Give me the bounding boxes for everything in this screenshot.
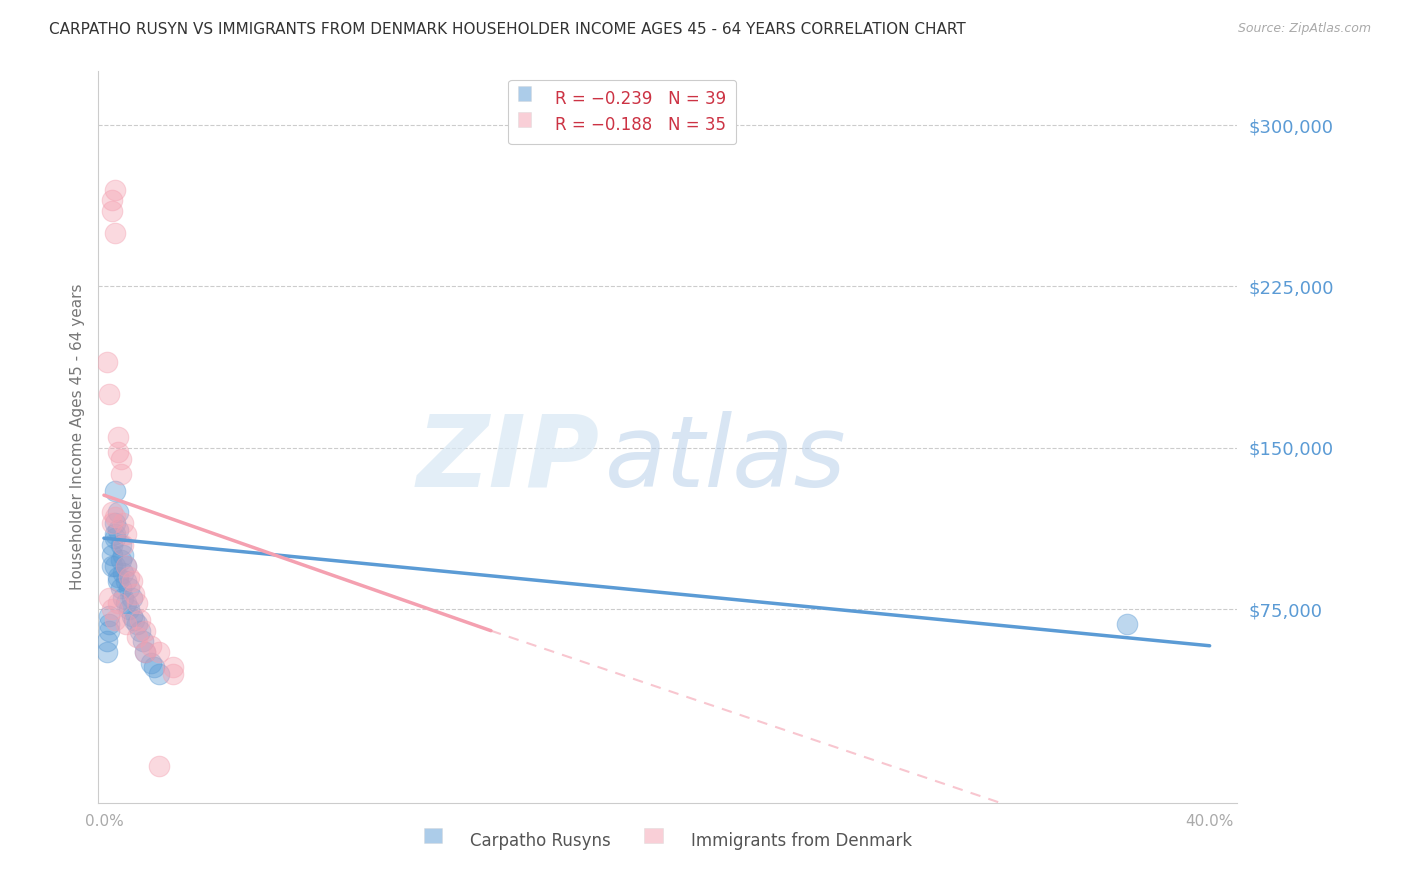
Point bbox=[104, 531, 127, 545]
Point bbox=[134, 624, 156, 638]
Point bbox=[98, 608, 121, 623]
Text: atlas: atlas bbox=[605, 410, 846, 508]
Text: CARPATHO RUSYN VS IMMIGRANTS FROM DENMARK HOUSEHOLDER INCOME AGES 45 - 64 YEARS : CARPATHO RUSYN VS IMMIGRANTS FROM DENMAR… bbox=[49, 22, 966, 37]
Text: Source: ZipAtlas.com: Source: ZipAtlas.com bbox=[1237, 22, 1371, 36]
Point bbox=[112, 516, 135, 530]
Point bbox=[96, 645, 118, 659]
Point bbox=[98, 387, 121, 401]
Point bbox=[148, 666, 170, 681]
Point bbox=[110, 552, 132, 566]
Point bbox=[142, 660, 165, 674]
Point bbox=[127, 596, 149, 610]
Point bbox=[139, 639, 162, 653]
Point bbox=[115, 574, 138, 589]
Point bbox=[115, 617, 138, 632]
Point bbox=[139, 656, 162, 670]
Point bbox=[101, 204, 124, 219]
Point bbox=[107, 430, 129, 444]
Point bbox=[124, 587, 146, 601]
Point bbox=[128, 613, 150, 627]
Point bbox=[115, 527, 138, 541]
Y-axis label: Householder Income Ages 45 - 64 years: Householder Income Ages 45 - 64 years bbox=[69, 284, 84, 591]
Point bbox=[131, 634, 153, 648]
Point bbox=[107, 570, 129, 584]
Point bbox=[162, 660, 184, 674]
Point bbox=[112, 591, 135, 606]
Point bbox=[107, 523, 129, 537]
Point bbox=[112, 538, 135, 552]
Point bbox=[115, 559, 138, 574]
Point bbox=[134, 645, 156, 659]
Point bbox=[101, 549, 124, 563]
Point bbox=[104, 559, 127, 574]
Point bbox=[96, 634, 118, 648]
Point bbox=[96, 355, 118, 369]
Point bbox=[107, 596, 129, 610]
Point bbox=[104, 509, 127, 524]
Point bbox=[98, 624, 121, 638]
Point bbox=[107, 505, 129, 519]
Point bbox=[104, 527, 127, 541]
Point bbox=[110, 451, 132, 466]
Point bbox=[121, 591, 143, 606]
Point bbox=[104, 183, 127, 197]
Point bbox=[110, 581, 132, 595]
Point bbox=[118, 602, 141, 616]
Point bbox=[112, 549, 135, 563]
Point bbox=[112, 566, 135, 580]
Point bbox=[118, 581, 141, 595]
Point bbox=[101, 516, 124, 530]
Point bbox=[101, 505, 124, 519]
Point bbox=[148, 645, 170, 659]
Legend: Carpatho Rusyns, Immigrants from Denmark: Carpatho Rusyns, Immigrants from Denmark bbox=[418, 825, 918, 856]
Point bbox=[162, 666, 184, 681]
Text: ZIP: ZIP bbox=[416, 410, 599, 508]
Point bbox=[115, 596, 138, 610]
Point bbox=[118, 570, 141, 584]
Point bbox=[1115, 617, 1137, 632]
Point bbox=[110, 538, 132, 552]
Point bbox=[121, 574, 143, 589]
Point bbox=[148, 759, 170, 773]
Point bbox=[134, 645, 156, 659]
Point bbox=[128, 624, 150, 638]
Point bbox=[101, 559, 124, 574]
Point bbox=[107, 445, 129, 459]
Point bbox=[104, 516, 127, 530]
Point bbox=[127, 617, 149, 632]
Point bbox=[98, 617, 121, 632]
Point bbox=[127, 630, 149, 644]
Point bbox=[124, 613, 146, 627]
Point bbox=[101, 538, 124, 552]
Point bbox=[101, 194, 124, 208]
Point bbox=[101, 602, 124, 616]
Point bbox=[104, 613, 127, 627]
Point bbox=[121, 608, 143, 623]
Point bbox=[115, 559, 138, 574]
Point bbox=[107, 574, 129, 589]
Point bbox=[110, 467, 132, 481]
Point bbox=[104, 226, 127, 240]
Point bbox=[98, 591, 121, 606]
Point bbox=[104, 483, 127, 498]
